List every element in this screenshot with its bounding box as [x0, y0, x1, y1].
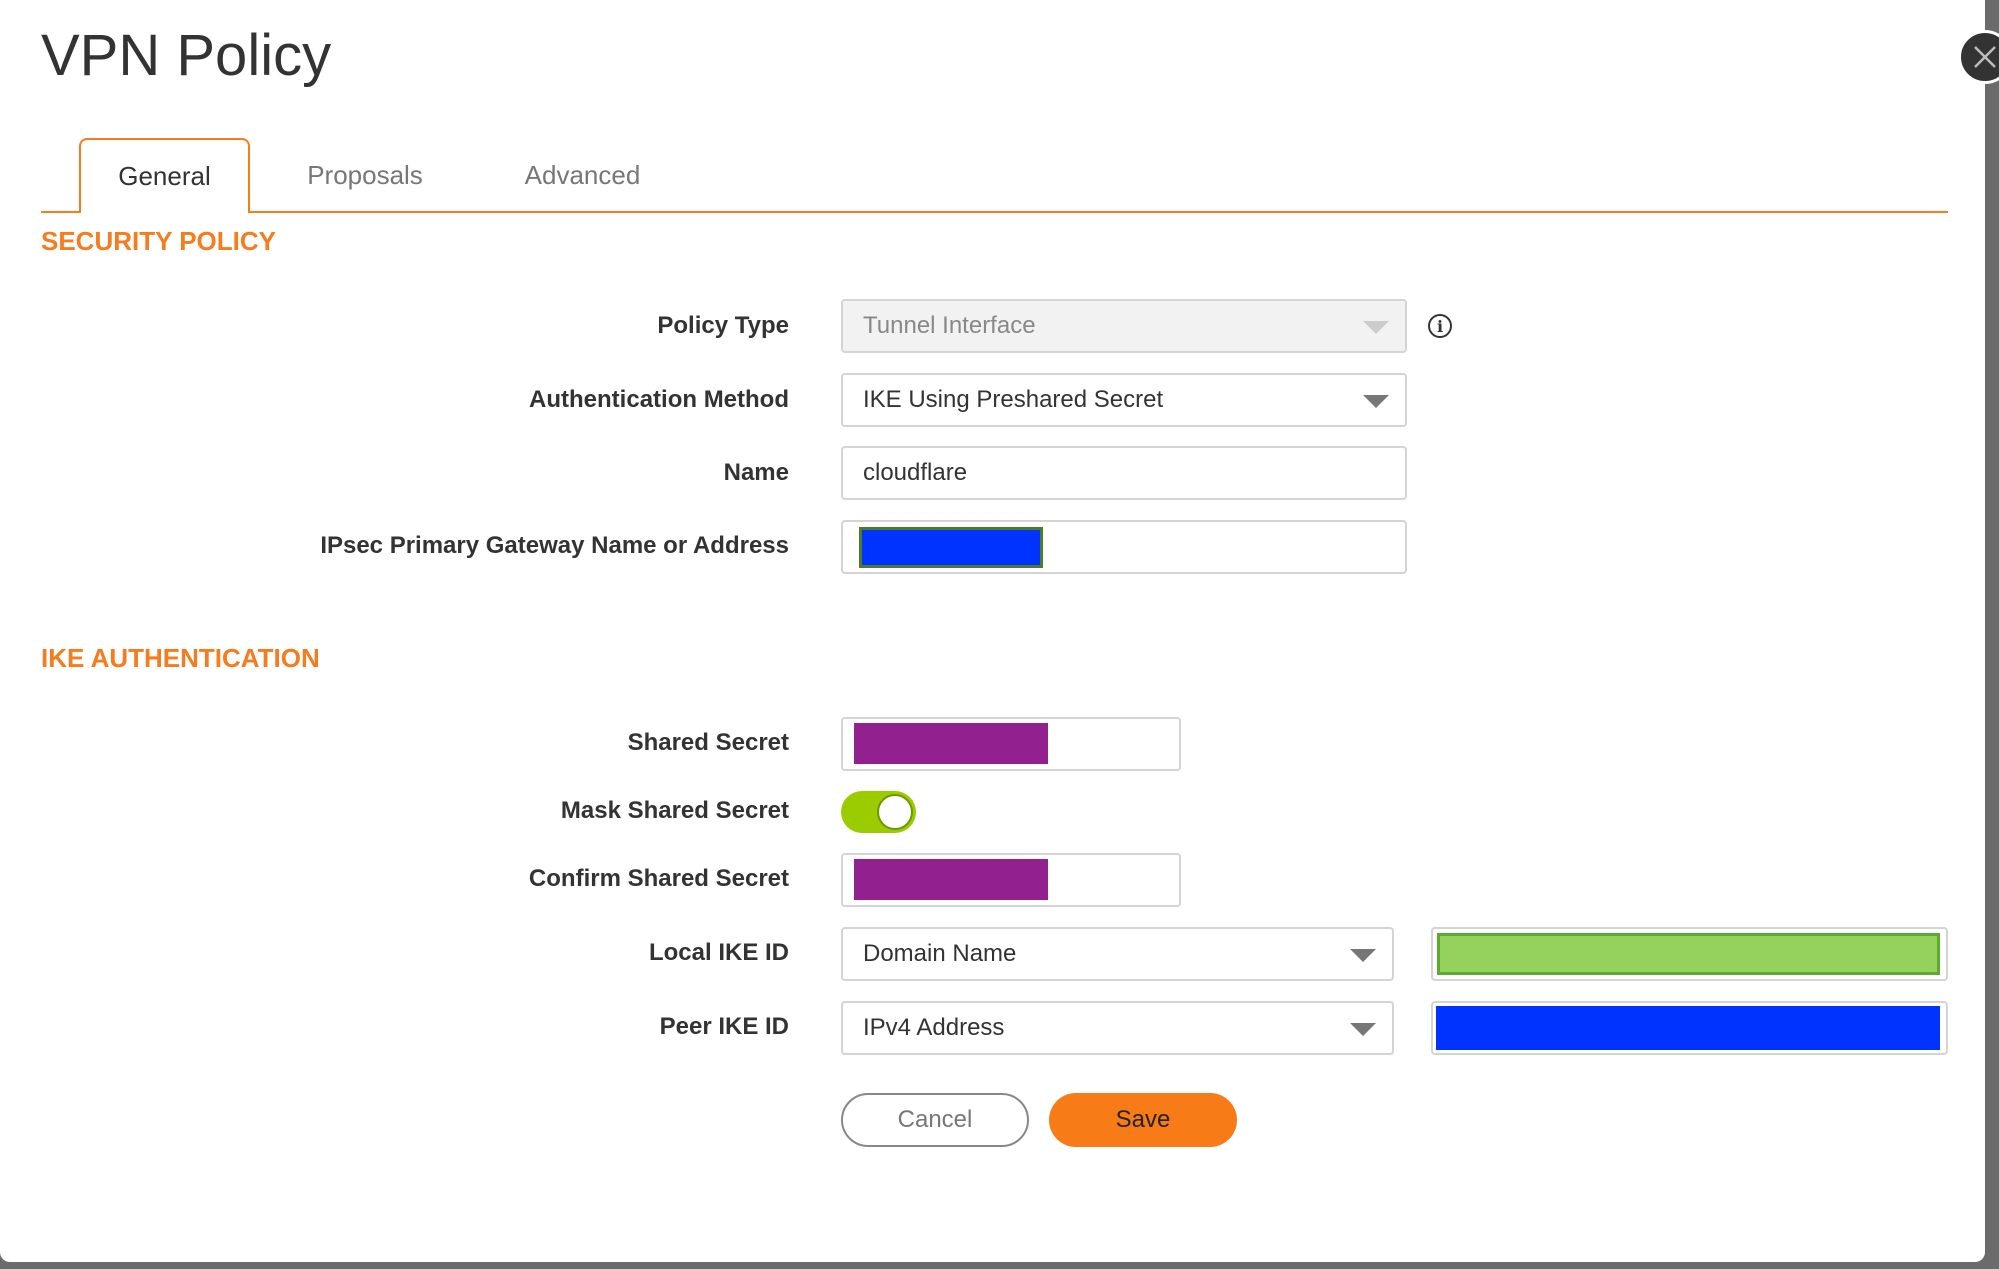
- peer-ike-id-input[interactable]: [1431, 1001, 1948, 1055]
- name-input[interactable]: cloudflare: [841, 446, 1407, 500]
- local-ike-id-select[interactable]: Domain Name: [841, 927, 1394, 981]
- policy-type-value: Tunnel Interface: [863, 312, 1036, 339]
- redacted-peer-ike-id: [1436, 1006, 1940, 1050]
- dialog-title: VPN Policy: [41, 23, 332, 88]
- save-button[interactable]: Save: [1049, 1093, 1237, 1147]
- mask-shared-secret-toggle[interactable]: [841, 791, 916, 833]
- close-button[interactable]: [1958, 30, 1999, 84]
- auth-method-value: IKE Using Preshared Secret: [863, 386, 1164, 413]
- auth-method-select[interactable]: IKE Using Preshared Secret: [841, 373, 1407, 427]
- toggle-knob: [877, 794, 913, 830]
- chevron-down-icon: [1350, 949, 1376, 962]
- shared-secret-label: Shared Secret: [627, 729, 789, 756]
- redacted-shared-secret: [854, 723, 1048, 764]
- local-ike-id-type: Domain Name: [863, 940, 1017, 967]
- redacted-gateway: [859, 527, 1043, 568]
- peer-ike-id-type: IPv4 Address: [863, 1014, 1005, 1041]
- tab-proposals[interactable]: Proposals: [307, 160, 423, 190]
- section-security-policy: SECURITY POLICY: [41, 226, 277, 256]
- local-ike-id-label: Local IKE ID: [648, 939, 789, 966]
- confirm-shared-secret-label: Confirm Shared Secret: [528, 865, 789, 892]
- policy-type-label: Policy Type: [657, 312, 789, 339]
- redacted-confirm-secret: [854, 859, 1048, 900]
- name-label: Name: [723, 459, 789, 486]
- close-icon: [1974, 46, 1996, 68]
- chevron-down-icon: [1363, 395, 1389, 408]
- tab-advanced[interactable]: Advanced: [524, 160, 641, 190]
- info-icon[interactable]: i: [1428, 314, 1452, 338]
- redacted-local-ike-id: [1437, 933, 1940, 975]
- local-ike-id-input[interactable]: [1431, 927, 1948, 981]
- chevron-down-icon: [1363, 321, 1389, 334]
- shared-secret-input[interactable]: [841, 717, 1181, 771]
- gateway-input[interactable]: [841, 520, 1407, 574]
- name-value: cloudflare: [863, 459, 968, 486]
- confirm-shared-secret-input[interactable]: [841, 853, 1181, 907]
- tab-divider: [41, 211, 1948, 213]
- peer-ike-id-select[interactable]: IPv4 Address: [841, 1001, 1394, 1055]
- cancel-button[interactable]: Cancel: [841, 1093, 1029, 1147]
- policy-type-select[interactable]: Tunnel Interface: [841, 299, 1407, 353]
- auth-method-label: Authentication Method: [529, 386, 789, 413]
- tab-general[interactable]: General: [79, 138, 250, 213]
- gateway-label: IPsec Primary Gateway Name or Address: [320, 532, 789, 559]
- chevron-down-icon: [1350, 1023, 1376, 1036]
- peer-ike-id-label: Peer IKE ID: [659, 1013, 789, 1040]
- section-ike-authentication: IKE AUTHENTICATION: [41, 643, 320, 673]
- mask-shared-secret-label: Mask Shared Secret: [560, 797, 789, 824]
